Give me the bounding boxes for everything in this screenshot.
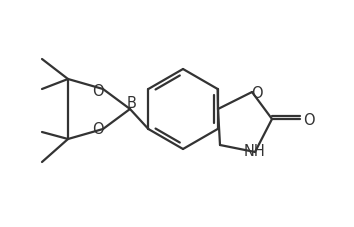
Text: B: B	[127, 95, 137, 110]
Text: O: O	[303, 112, 315, 127]
Text: O: O	[92, 83, 104, 98]
Text: NH: NH	[244, 143, 266, 158]
Text: O: O	[92, 121, 104, 136]
Text: O: O	[251, 85, 263, 100]
